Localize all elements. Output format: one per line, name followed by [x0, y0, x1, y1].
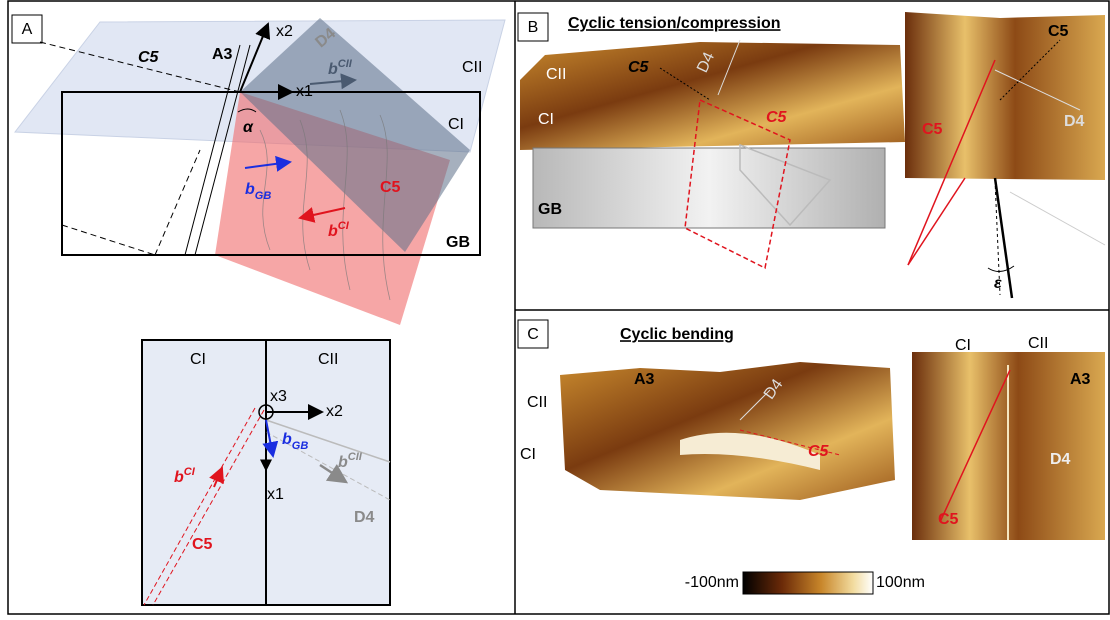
label: CI: [538, 111, 554, 128]
label: A3: [634, 371, 655, 388]
label: x1: [267, 486, 284, 503]
label: C5: [808, 443, 830, 460]
label: C5: [138, 49, 160, 66]
dashed: [155, 150, 200, 255]
afm-image: [560, 362, 895, 500]
panel-c: C Cyclic bending A3 D4 CII CI C5 CI CII …: [518, 320, 1105, 594]
trace: [1010, 192, 1105, 245]
afm-image: [905, 12, 1105, 180]
label: C5: [380, 179, 401, 196]
c5-trace: [908, 178, 965, 265]
label: C5: [938, 511, 959, 528]
label: x2: [276, 23, 293, 40]
label: CI: [448, 116, 464, 133]
label: CI: [190, 351, 206, 368]
label: x2: [326, 403, 343, 420]
colorbar-label: -100nm: [685, 574, 739, 591]
label: A3: [212, 46, 233, 63]
label: x3: [270, 388, 287, 405]
panel-b: B Cyclic tension/compression CII C5 D4 C…: [518, 12, 1105, 298]
gb-image: [533, 148, 885, 228]
label: CII: [546, 66, 566, 83]
label: x1: [296, 83, 313, 100]
panel-label: C: [527, 326, 539, 343]
label: C5: [1048, 23, 1069, 40]
label: C5: [628, 59, 650, 76]
panel-a: A C5 A3 x2 D4 bCII CII x1 α CI bGB C5 bC…: [12, 15, 505, 605]
label: CII: [462, 59, 482, 76]
label: C5: [766, 109, 788, 126]
label: CII: [318, 351, 338, 368]
label: C5: [922, 121, 943, 138]
label: CII: [527, 394, 547, 411]
label: ε: [994, 275, 1002, 292]
label: D4: [1050, 451, 1071, 468]
label: GB: [446, 234, 470, 251]
label: D4: [354, 509, 375, 526]
angle-arc: [988, 266, 1014, 272]
panel-label: B: [528, 19, 539, 36]
panel-label: A: [22, 21, 33, 38]
colorbar: [743, 572, 873, 594]
label: C5: [192, 536, 213, 553]
panel-title: Cyclic bending: [620, 326, 734, 343]
label: α: [243, 119, 254, 136]
dashed: [62, 225, 155, 255]
figure: A C5 A3 x2 D4 bCII CII x1 α CI bGB C5 bC…: [0, 0, 1110, 615]
label: A3: [1070, 371, 1091, 388]
colorbar-label: 100nm: [876, 574, 925, 591]
label: D4: [1064, 113, 1085, 130]
label: CI: [955, 337, 971, 354]
panel-title: Cyclic tension/compression: [568, 15, 781, 32]
label: GB: [538, 201, 562, 218]
label: CI: [520, 446, 536, 463]
label: CII: [1028, 335, 1048, 352]
